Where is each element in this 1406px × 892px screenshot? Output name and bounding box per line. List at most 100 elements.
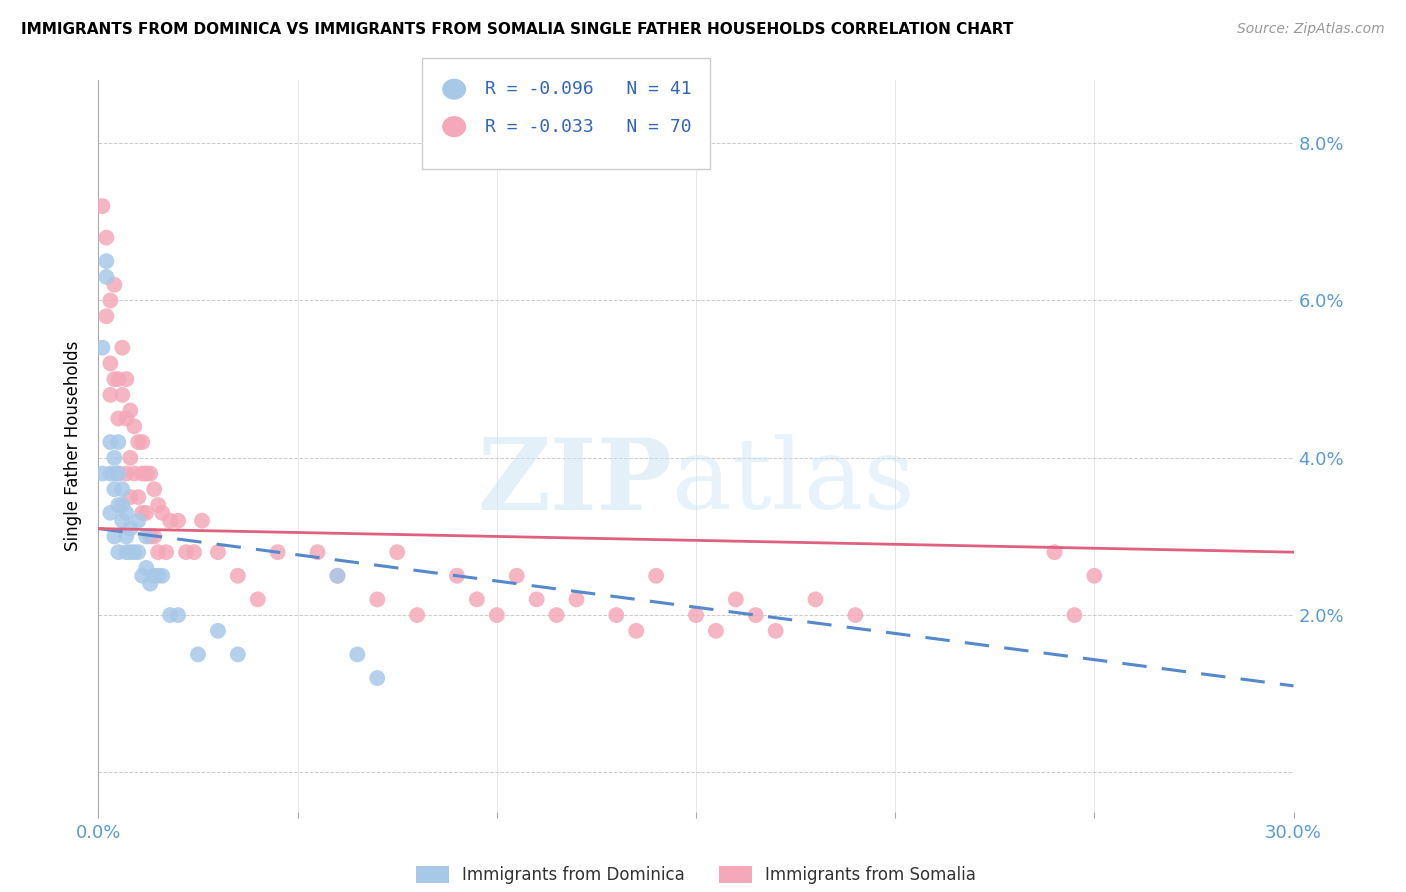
Point [120,490,142,504]
Point [626,624,648,638]
Point [135,467,157,481]
Point [1063,608,1085,623]
Point [139,576,162,591]
Point [115,411,138,425]
Point [103,467,125,481]
Point [120,522,142,536]
Legend: Immigrants from Dominica, Immigrants from Somalia: Immigrants from Dominica, Immigrants fro… [416,865,976,884]
Point [115,506,138,520]
Point [96,269,118,284]
Point [111,388,134,402]
Point [183,545,205,559]
Point [267,545,290,559]
Y-axis label: Single Father Households: Single Father Households [65,341,83,551]
Point [98,388,122,402]
Point [167,514,190,528]
Point [131,435,153,450]
Point [187,648,209,662]
Point [127,514,149,528]
Point [111,514,134,528]
Point [131,568,153,582]
Text: IMMIGRANTS FROM DOMINICA VS IMMIGRANTS FROM SOMALIA SINGLE FATHER HOUSEHOLDS COR: IMMIGRANTS FROM DOMINICA VS IMMIGRANTS F… [21,22,1014,37]
Text: R = -0.096   N = 41: R = -0.096 N = 41 [485,80,692,98]
Point [115,545,138,559]
Text: Source: ZipAtlas.com: Source: ZipAtlas.com [1237,22,1385,37]
Point [724,592,747,607]
Point [111,498,134,512]
Point [115,372,138,386]
Point [103,450,125,465]
Point [159,608,181,623]
Point [1043,545,1066,559]
Point [174,545,197,559]
Point [346,648,368,662]
Point [103,277,125,292]
Point [135,561,157,575]
Point [96,230,118,244]
Point [526,592,548,607]
Point [148,568,170,582]
Point [111,482,134,496]
Point [326,568,349,582]
Point [546,608,568,623]
Point [506,568,529,582]
Point [120,403,142,417]
Point [96,254,118,268]
Point [704,624,727,638]
Point [226,648,249,662]
Point [150,506,173,520]
Point [127,490,149,504]
Point [111,341,134,355]
Point [103,372,125,386]
Point [605,608,627,623]
Point [685,608,707,623]
Point [465,592,488,607]
Point [307,545,329,559]
Point [91,341,114,355]
Point [366,671,388,685]
Point [91,467,114,481]
Point [91,199,114,213]
Point [143,529,166,543]
Point [326,568,349,582]
Point [135,506,157,520]
Point [645,568,668,582]
Point [107,435,129,450]
Point [207,545,229,559]
Point [139,529,162,543]
Point [191,514,214,528]
Point [120,545,142,559]
Point [124,545,146,559]
Point [107,372,129,386]
Point [366,592,388,607]
Point [107,467,129,481]
Point [167,608,190,623]
Point [844,608,866,623]
Point [446,568,468,582]
Point [115,467,138,481]
Point [98,467,122,481]
Point [124,419,146,434]
Point [127,435,149,450]
Point [103,482,125,496]
Point [127,545,149,559]
Point [804,592,827,607]
Point [115,529,138,543]
Point [1083,568,1105,582]
Point [107,411,129,425]
Point [131,467,153,481]
Point [107,498,129,512]
Point [246,592,269,607]
Point [143,568,166,582]
Point [120,450,142,465]
Point [159,514,181,528]
Text: ZIP: ZIP [477,434,672,531]
Point [226,568,249,582]
Text: R = -0.033   N = 70: R = -0.033 N = 70 [485,118,692,136]
Point [148,498,170,512]
Point [96,310,118,324]
Text: atlas: atlas [672,434,915,531]
Point [107,467,129,481]
Point [139,467,162,481]
Point [131,506,153,520]
